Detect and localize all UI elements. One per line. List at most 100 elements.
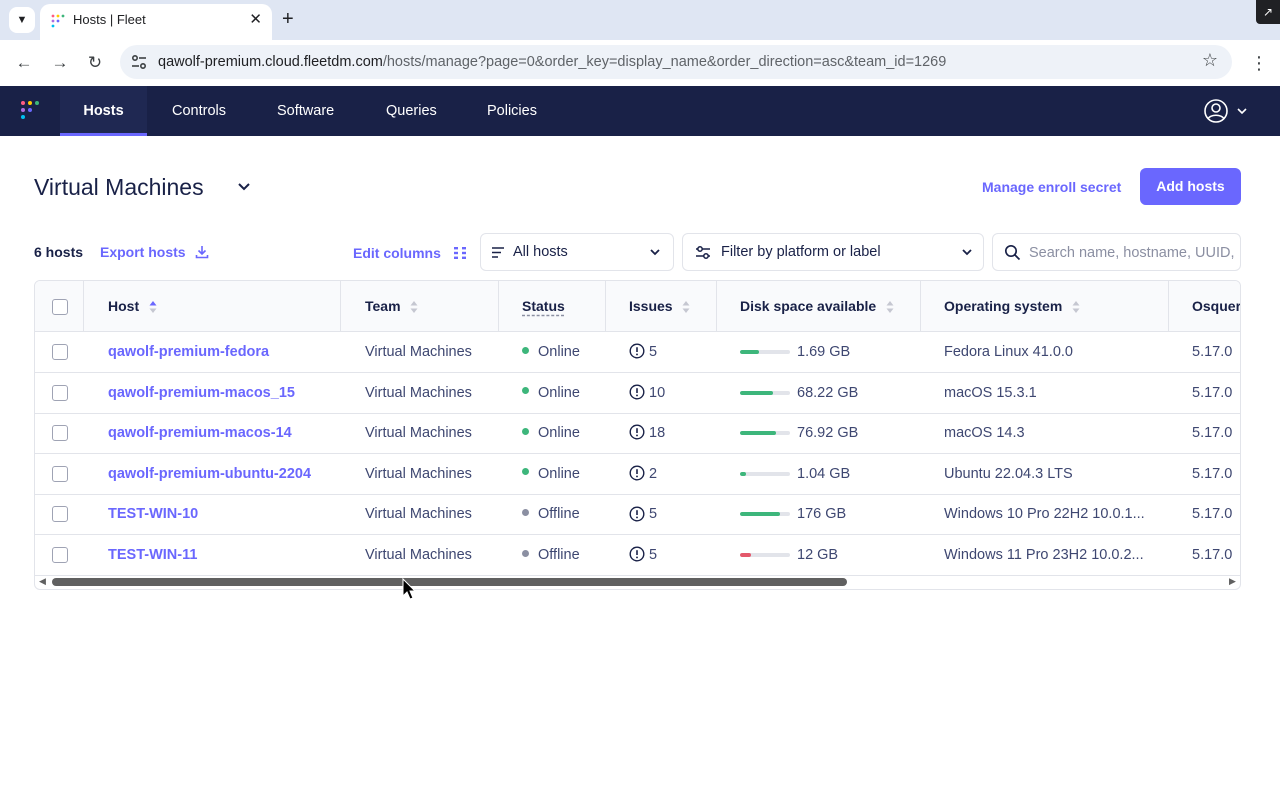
horizontal-scrollbar[interactable]: ◀ ▶	[35, 574, 1240, 589]
download-icon	[196, 246, 209, 259]
browser-tab-strip: ▼ Hosts | Fleet ✕ + ↗	[0, 0, 1280, 40]
table-row[interactable]: qawolf-premium-ubuntu-2204 Virtual Machin…	[35, 454, 1240, 495]
columns-icon	[453, 247, 466, 259]
issues-cell[interactable]: 5	[629, 494, 657, 534]
status-filter-dropdown[interactable]: All hosts	[480, 233, 674, 271]
add-hosts-button[interactable]: Add hosts	[1140, 168, 1241, 205]
disk-space-bar	[740, 471, 790, 476]
column-header-host[interactable]: Host	[108, 281, 157, 332]
disk-space-bar	[740, 390, 790, 395]
column-header-operating-system[interactable]: Operating system	[944, 281, 1080, 332]
row-checkbox[interactable]	[52, 344, 68, 360]
host-name-link[interactable]: TEST-WIN-11	[108, 547, 198, 563]
new-tab-icon[interactable]: +	[282, 8, 294, 30]
edit-columns-button[interactable]: Edit columns	[353, 245, 467, 261]
row-checkbox[interactable]	[52, 547, 68, 563]
nav-hosts[interactable]: Hosts	[60, 86, 147, 136]
manage-enroll-secret-button[interactable]: Manage enroll secret	[982, 179, 1122, 195]
table-header: Host Team Status Issues Disk space avail…	[35, 281, 1241, 332]
disk-space-bar	[740, 431, 790, 436]
column-header-status[interactable]: Status	[522, 298, 565, 314]
team-title[interactable]: Virtual Machines	[34, 174, 204, 200]
fleet-logo-icon[interactable]	[20, 100, 42, 122]
browser-menu-icon[interactable]: ⋮	[1250, 53, 1268, 73]
close-tab-icon[interactable]: ✕	[249, 11, 262, 28]
issues-count: 5	[649, 344, 658, 360]
column-header-host-label: Host	[108, 298, 140, 314]
nav-software[interactable]: Software	[277, 103, 335, 119]
row-checkbox[interactable]	[52, 425, 68, 442]
operating-system-cell: Ubuntu 22.04.3 LTS	[944, 465, 1073, 482]
column-divider	[605, 281, 606, 332]
column-header-team[interactable]: Team	[365, 281, 418, 332]
issues-cell[interactable]: 5	[629, 332, 657, 372]
disk-space-fill	[740, 390, 773, 395]
column-header-osquery[interactable]: Osquery	[1192, 298, 1241, 314]
host-name-link[interactable]: qawolf-premium-macos-14	[108, 425, 292, 442]
osquery-version-cell: 5.17.0	[1192, 506, 1233, 523]
status-cell: Online	[522, 373, 580, 413]
url-host: qawolf-premium.cloud.fleetdm.com	[158, 54, 383, 70]
disk-space-bar	[740, 553, 790, 557]
browser-tab[interactable]: Hosts | Fleet ✕	[40, 4, 272, 40]
select-all-checkbox[interactable]	[52, 299, 68, 315]
scroll-left-arrow-icon[interactable]: ◀	[39, 576, 46, 586]
sort-icon	[1072, 301, 1080, 314]
platform-filter-dropdown[interactable]: Filter by platform or label	[682, 233, 984, 271]
host-search-input[interactable]	[1029, 242, 1239, 264]
nav-controls[interactable]: Controls	[172, 103, 226, 119]
table-row[interactable]: TEST-WIN-11 Virtual Machines Offline 5 12 GB…	[35, 535, 1240, 576]
issues-alert-icon	[629, 424, 645, 440]
hosts-table: Host Team Status Issues Disk space avail…	[34, 280, 1241, 590]
issues-cell[interactable]: 10	[629, 373, 665, 413]
host-name-link[interactable]: qawolf-premium-fedora	[108, 344, 270, 360]
scroll-right-arrow-icon[interactable]: ▶	[1229, 576, 1236, 586]
host-name-link[interactable]: qawolf-premium-macos_15	[108, 384, 295, 401]
row-checkbox[interactable]	[52, 506, 68, 523]
nav-queries[interactable]: Queries	[386, 103, 437, 119]
open-external-icon[interactable]: ↗	[1256, 0, 1280, 24]
column-divider	[498, 281, 499, 332]
host-name-link[interactable]: qawolf-premium-ubuntu-2204	[108, 465, 312, 482]
platform-filter-placeholder: Filter by platform or label	[721, 244, 881, 260]
team-dropdown-chevron-icon[interactable]	[237, 180, 251, 194]
bookmark-star-icon[interactable]: ☆	[1201, 50, 1218, 70]
host-count: 6 hosts	[34, 244, 84, 260]
issues-alert-icon	[629, 384, 645, 400]
table-row[interactable]: qawolf-premium-fedora Virtual Machines Onl…	[35, 332, 1240, 373]
issues-alert-icon	[629, 546, 645, 562]
status-dot-icon	[522, 427, 529, 435]
address-bar[interactable]: qawolf-premium.cloud.fleetdm.com/hosts/m…	[120, 45, 1232, 79]
table-row[interactable]: qawolf-premium-macos-14 Virtual Machines O…	[35, 413, 1240, 455]
column-divider	[340, 281, 341, 332]
export-hosts-button[interactable]: Export hosts	[100, 244, 209, 260]
edit-columns-label: Edit columns	[353, 245, 441, 261]
issues-cell[interactable]: 5	[629, 535, 657, 575]
host-name-link[interactable]: TEST-WIN-10	[108, 506, 199, 523]
nav-policies[interactable]: Policies	[487, 103, 537, 119]
issues-cell[interactable]: 2	[629, 454, 657, 494]
status-text: Offline	[538, 547, 580, 563]
disk-space-fill	[740, 553, 751, 557]
issues-alert-icon	[629, 465, 645, 481]
column-header-disk-space[interactable]: Disk space available	[740, 281, 894, 332]
scrollbar-thumb[interactable]	[52, 578, 847, 586]
column-header-issues[interactable]: Issues	[629, 281, 690, 332]
table-row[interactable]: qawolf-premium-macos_15 Virtual Machines O…	[35, 373, 1240, 414]
back-icon[interactable]: ←	[15, 53, 33, 72]
app-top-nav: Hosts Controls Software Queries Policies	[0, 86, 1280, 136]
status-cell: Online	[522, 413, 580, 453]
status-text: Online	[538, 465, 580, 482]
row-checkbox[interactable]	[52, 384, 68, 401]
row-checkbox[interactable]	[52, 465, 68, 482]
issues-count: 10	[649, 384, 666, 401]
site-settings-icon[interactable]	[130, 53, 148, 71]
issues-cell[interactable]: 18	[629, 413, 665, 453]
user-avatar-icon[interactable]	[1202, 98, 1250, 124]
disk-space-value: 68.22 GB	[797, 384, 859, 401]
forward-icon[interactable]: →	[51, 53, 69, 72]
reload-icon[interactable]: ↻	[87, 53, 103, 72]
table-row[interactable]: TEST-WIN-10 Virtual Machines Offline 5 176 G…	[35, 494, 1240, 536]
disk-space-value: 1.04 GB	[797, 465, 851, 482]
tab-search-chevron-icon[interactable]: ▼	[9, 7, 35, 33]
